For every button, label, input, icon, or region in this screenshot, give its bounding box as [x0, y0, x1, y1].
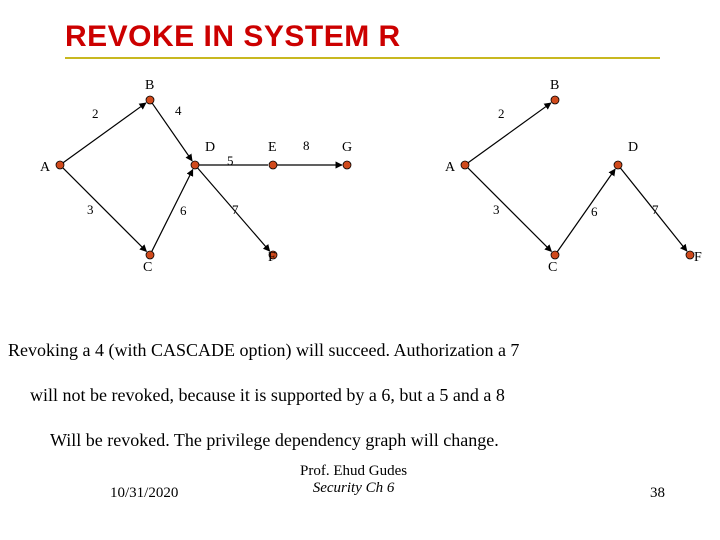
node-label-B: B [145, 78, 154, 94]
edge-label-8: 8 [303, 138, 310, 153]
node-label-G: G [342, 140, 352, 156]
node-label-A: A [445, 160, 455, 176]
node-A [461, 161, 469, 169]
edge-label-5: 5 [227, 153, 234, 168]
edge-label-2: 2 [92, 106, 99, 121]
edge-C-D [557, 169, 615, 252]
edge-A-B [63, 103, 146, 163]
node-C [551, 251, 559, 259]
edge-label-7: 7 [652, 202, 659, 217]
footer-course: Security Ch 6 [300, 480, 407, 497]
node-label-F: F [694, 250, 702, 266]
footer-date: 10/31/2020 [110, 485, 178, 502]
graphs-svg: 2 4 3 6 5 7 8 2 3 6 7 [0, 0, 720, 300]
node-F [686, 251, 694, 259]
edge-label-6: 6 [591, 204, 598, 219]
edge-label-7: 7 [232, 202, 239, 217]
edge-B-D [152, 103, 192, 161]
body-line-0: Revoking a 4 (with CASCADE option) will … [8, 340, 519, 361]
footer-page-number: 38 [650, 485, 665, 502]
edge-label-3: 3 [87, 202, 94, 217]
node-D [614, 161, 622, 169]
edge-A-C [63, 168, 147, 252]
node-D [191, 161, 199, 169]
footer-center: Prof. Ehud Gudes Security Ch 6 [300, 463, 407, 498]
edge-A-B [468, 103, 551, 163]
node-G [343, 161, 351, 169]
node-label-C: C [143, 260, 152, 276]
edge-label-6: 6 [180, 203, 187, 218]
node-label-A: A [40, 160, 50, 176]
node-label-C: C [548, 260, 557, 276]
node-label-B: B [550, 78, 559, 94]
edge-A-C [468, 168, 552, 252]
body-line-2: Will be revoked. The privilege dependenc… [50, 430, 499, 451]
edge-label-4: 4 [175, 103, 182, 118]
node-C [146, 251, 154, 259]
footer-author: Prof. Ehud Gudes [300, 463, 407, 480]
node-label-E: E [268, 140, 277, 156]
edge-label-3: 3 [493, 202, 500, 217]
node-label-F: F [268, 250, 276, 266]
node-label-D: D [205, 140, 215, 156]
body-line-1: will not be revoked, because it is suppo… [30, 385, 505, 406]
edge-C-D [152, 169, 193, 251]
node-label-D: D [628, 140, 638, 156]
node-E [269, 161, 277, 169]
node-B [146, 96, 154, 104]
edge-label-2: 2 [498, 106, 505, 121]
node-A [56, 161, 64, 169]
node-B [551, 96, 559, 104]
